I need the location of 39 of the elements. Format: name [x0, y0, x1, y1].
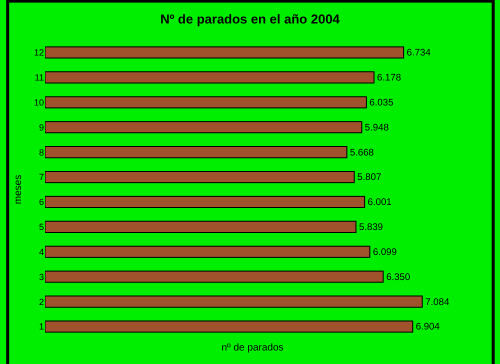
- bar: [45, 146, 348, 158]
- data-label: 6.178: [377, 72, 402, 84]
- y-tick-label: 3: [38, 272, 44, 282]
- y-tick-label: 12: [34, 48, 44, 58]
- y-tick-label: 2: [38, 296, 44, 307]
- data-label: 6.035: [369, 98, 394, 108]
- y-tick-label: 8: [38, 147, 44, 158]
- bar: [45, 46, 404, 59]
- data-label: 5.668: [350, 147, 374, 158]
- data-label: 5.948: [364, 122, 389, 134]
- y-tick-label: 6: [38, 197, 44, 208]
- data-label: 6.001: [368, 197, 392, 208]
- data-label: 6.350: [386, 272, 410, 283]
- y-tick-label: 4: [38, 246, 44, 257]
- data-label: 6.734: [406, 48, 432, 59]
- bar: [45, 96, 367, 108]
- x-axis-title: nº de parados: [221, 342, 284, 354]
- bar: [45, 220, 356, 233]
- bar: [45, 71, 375, 84]
- y-tick-label: 5: [38, 222, 44, 232]
- data-label: 5.807: [357, 172, 382, 184]
- bar: [45, 196, 366, 208]
- chart-title: Nº de parados en el año 2004: [160, 12, 341, 27]
- bar: [45, 121, 362, 134]
- y-tick-label: 1: [38, 322, 44, 332]
- bar: [45, 170, 355, 184]
- y-tick-label: 9: [38, 122, 44, 132]
- y-tick-label: 11: [34, 72, 44, 83]
- data-label: 7.084: [425, 296, 450, 308]
- bar: [45, 296, 423, 308]
- data-label: 5.839: [358, 222, 383, 234]
- bar: [45, 320, 414, 333]
- bar: [45, 270, 384, 283]
- y-axis-title: meses: [12, 174, 24, 204]
- data-label: 6.904: [416, 322, 440, 333]
- y-tick-label: 10: [34, 97, 44, 108]
- bar: [45, 246, 370, 258]
- data-label: 6.099: [372, 247, 397, 258]
- y-tick-label: 7: [38, 172, 44, 182]
